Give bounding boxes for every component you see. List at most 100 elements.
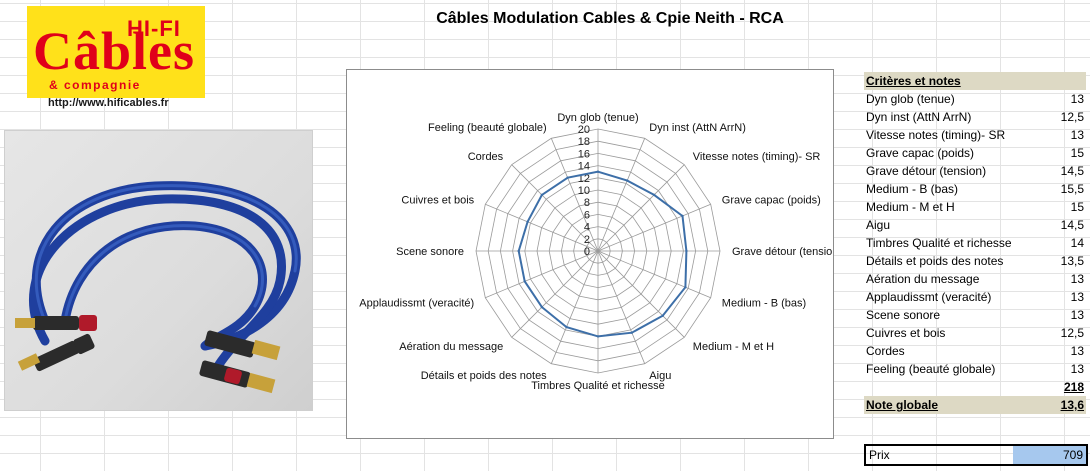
- scores-table: Critères et notes Dyn glob (tenue) 13 Dyn …: [864, 72, 1086, 414]
- radar-category-label: Scene sonore: [396, 246, 464, 258]
- criterion-score: 13: [1070, 272, 1084, 286]
- hificables-logo: HI-FI Câbles & compagnie: [27, 6, 205, 98]
- radar-data-point: [566, 176, 569, 179]
- radar-category-label: Aigu: [649, 370, 671, 382]
- criterion-score: 15: [1070, 146, 1084, 160]
- radar-tick-label: 18: [578, 136, 590, 148]
- table-header-row: Critères et notes: [864, 72, 1086, 90]
- overall-label: Note globale: [866, 398, 939, 412]
- radar-data-point: [565, 325, 568, 329]
- table-row: Medium - B (bas) 15,5: [864, 180, 1086, 198]
- radar-spoke: [550, 138, 599, 252]
- overall-value: 13,6: [1060, 398, 1084, 412]
- radar-data-point: [652, 193, 656, 197]
- criterion-label: Dyn glob (tenue): [866, 92, 955, 106]
- table-row: Medium - M et H 15: [864, 198, 1086, 216]
- radar-tick-label: 20: [578, 124, 590, 136]
- radar-data-point: [517, 249, 520, 253]
- price-row: Prix 709: [864, 444, 1088, 466]
- rca-cable-photo-icon: [15, 181, 301, 394]
- criterion-label: Timbres Qualité et richesse: [866, 236, 1012, 250]
- criterion-label: Cordes: [866, 344, 905, 358]
- radar-data-point: [684, 286, 687, 289]
- radar-tick-label: 10: [578, 185, 590, 197]
- table-row: Dyn glob (tenue) 13: [864, 90, 1086, 108]
- radar-data-point: [681, 214, 684, 218]
- price-value[interactable]: 709: [1013, 446, 1086, 464]
- radar-category-label: Cuivres et bois: [401, 195, 474, 207]
- table-row: Vitesse notes (timing)- SR 13: [864, 126, 1086, 144]
- table-row: Cordes 13: [864, 342, 1086, 360]
- radar-tick-label: 2: [584, 234, 590, 246]
- total-label: [866, 378, 1024, 396]
- criterion-score: 13: [1070, 308, 1084, 322]
- table-row: Applaudissmt (veracité) 13: [864, 288, 1086, 306]
- cable-photo: [4, 130, 313, 411]
- logo-url: http://www.hificables.fr: [48, 97, 169, 109]
- radar-spoke: [597, 164, 685, 252]
- criterion-score: 13: [1070, 362, 1084, 376]
- criterion-label: Scene sonore: [866, 308, 941, 322]
- criterion-score: 12,5: [1060, 326, 1084, 340]
- criterion-score: 15,5: [1060, 182, 1084, 196]
- radar-data-point: [661, 314, 664, 317]
- radar-category-label: Grave capac (poids): [722, 195, 821, 207]
- criterion-label: Cuivres et bois: [866, 326, 946, 340]
- logo-compagnie-text: & compagnie: [49, 78, 141, 92]
- criterion-score: 13,5: [1060, 254, 1084, 268]
- table-row: Grave capac (poids) 15: [864, 144, 1086, 162]
- radar-tick-label: 16: [578, 148, 590, 160]
- table-body: Dyn glob (tenue) 13 Dyn inst (AttN ArrN) 12…: [864, 90, 1086, 378]
- radar-category-label: Cordes: [468, 151, 504, 163]
- table-row: Dyn inst (AttN ArrN) 12,5: [864, 108, 1086, 126]
- table-header: Critères et notes: [866, 74, 961, 88]
- total-value: 218: [1063, 380, 1084, 394]
- radar-tick-label: 8: [584, 197, 590, 209]
- radar-data-point: [523, 280, 526, 283]
- criterion-label: Medium - M et H: [866, 200, 955, 214]
- table-row: Aigu 14,5: [864, 216, 1086, 234]
- radar-spoke: [485, 250, 599, 299]
- radar-category-label: Feeling (beauté globale): [428, 122, 547, 134]
- criterion-label: Dyn inst (AttN ArrN): [866, 110, 972, 124]
- criterion-label: Grave détour (tension): [866, 164, 987, 178]
- radar-data-point: [685, 249, 688, 253]
- criterion-score: 14: [1070, 236, 1084, 250]
- radar-spoke: [511, 164, 599, 252]
- price-label: Prix: [869, 448, 890, 462]
- radar-category-label: Applaudissmt (veracité): [359, 297, 474, 309]
- radar-data-point: [626, 179, 629, 182]
- radar-data-point: [630, 331, 633, 334]
- radar-spoke: [550, 250, 599, 364]
- criterion-label: Aération du message: [866, 272, 980, 286]
- radar-data-point: [540, 305, 544, 309]
- radar-category-label: Dyn inst (AttN ArrN): [649, 122, 746, 134]
- radar-spoke: [597, 138, 646, 252]
- criterion-label: Détails et poids des notes: [866, 254, 1004, 268]
- criterion-label: Vitesse notes (timing)- SR: [866, 128, 1006, 142]
- radar-category-label: Timbres Qualité et richesse: [531, 380, 664, 392]
- radar-tick-label: 14: [578, 161, 590, 173]
- logo-hifi-text: HI-FI: [127, 16, 181, 41]
- radar-category-label: Dyn glob (tenue): [557, 112, 638, 124]
- logo-cables-text: Câbles: [33, 21, 196, 81]
- criterion-label: Grave capac (poids): [866, 146, 975, 160]
- table-row: Scene sonore 13: [864, 306, 1086, 324]
- table-row: Feeling (beauté globale) 13: [864, 360, 1086, 378]
- criterion-score: 13: [1070, 290, 1084, 304]
- criterion-label: Medium - B (bas): [866, 182, 959, 196]
- criterion-score: 12,5: [1060, 110, 1084, 124]
- radar-category-label: Aération du message: [399, 341, 503, 353]
- table-row: Aération du message 13: [864, 270, 1086, 288]
- radar-spoke: [597, 250, 711, 299]
- criterion-score: 13: [1070, 344, 1084, 358]
- radar-category-label: Vitesse notes (timing)- SR: [693, 151, 821, 163]
- overall-row: Note globale 13,6: [864, 396, 1086, 414]
- criterion-score: 15: [1070, 200, 1084, 214]
- radar-category-label: Détails et poids des notes: [421, 370, 547, 382]
- radar-tick-label: 6: [584, 209, 590, 221]
- radar-spoke: [597, 250, 685, 338]
- criterion-score: 13: [1070, 128, 1084, 142]
- radar-tick-label: 0: [584, 246, 590, 258]
